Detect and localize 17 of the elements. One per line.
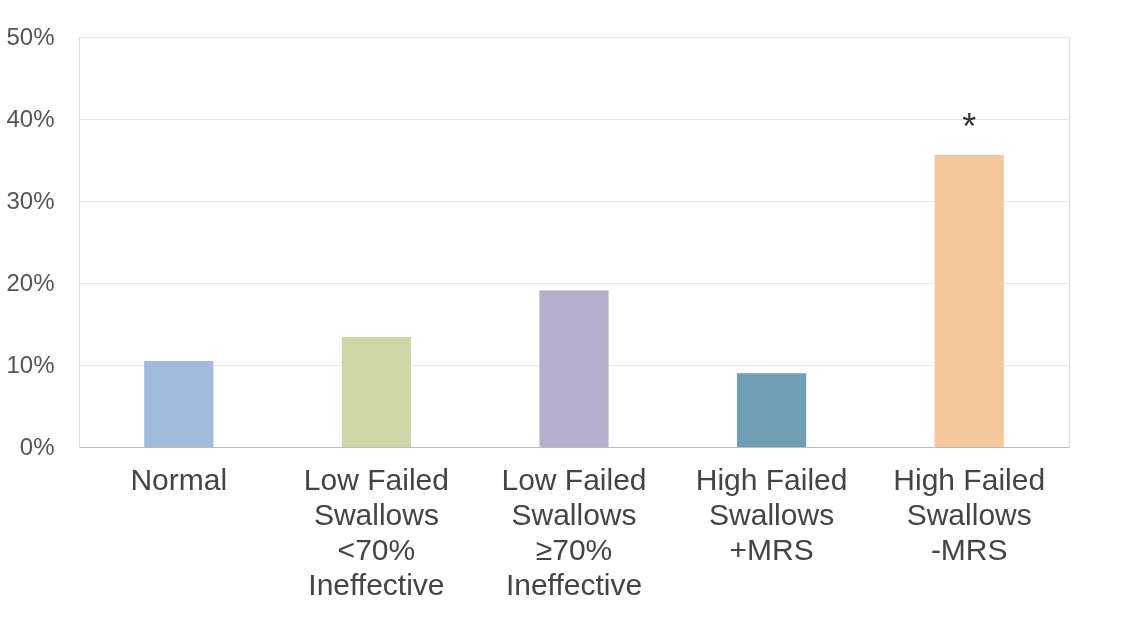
- y-tick-label: 40%: [6, 104, 55, 132]
- bar: [341, 337, 411, 447]
- bar: [934, 155, 1004, 447]
- x-tick-label: High Failed Swallows +MRS: [695, 462, 848, 566]
- y-tick-label: 0%: [19, 432, 55, 460]
- x-tick-label: Low Failed Swallows <70% Ineffective: [303, 462, 449, 601]
- y-tick-label: 10%: [6, 350, 55, 378]
- bar: [737, 373, 807, 447]
- x-tick-label: Normal: [130, 462, 228, 496]
- y-tick-label: 20%: [6, 268, 55, 296]
- annotation: *: [962, 106, 977, 148]
- bar: [539, 290, 609, 447]
- y-tick-label: 50%: [6, 22, 55, 50]
- bar: [144, 360, 214, 447]
- x-tick-label: Low Failed Swallows ≥70% Ineffective: [501, 462, 647, 601]
- x-tick-label: High Failed Swallows -MRS: [893, 462, 1046, 566]
- y-tick-label: 30%: [6, 186, 55, 214]
